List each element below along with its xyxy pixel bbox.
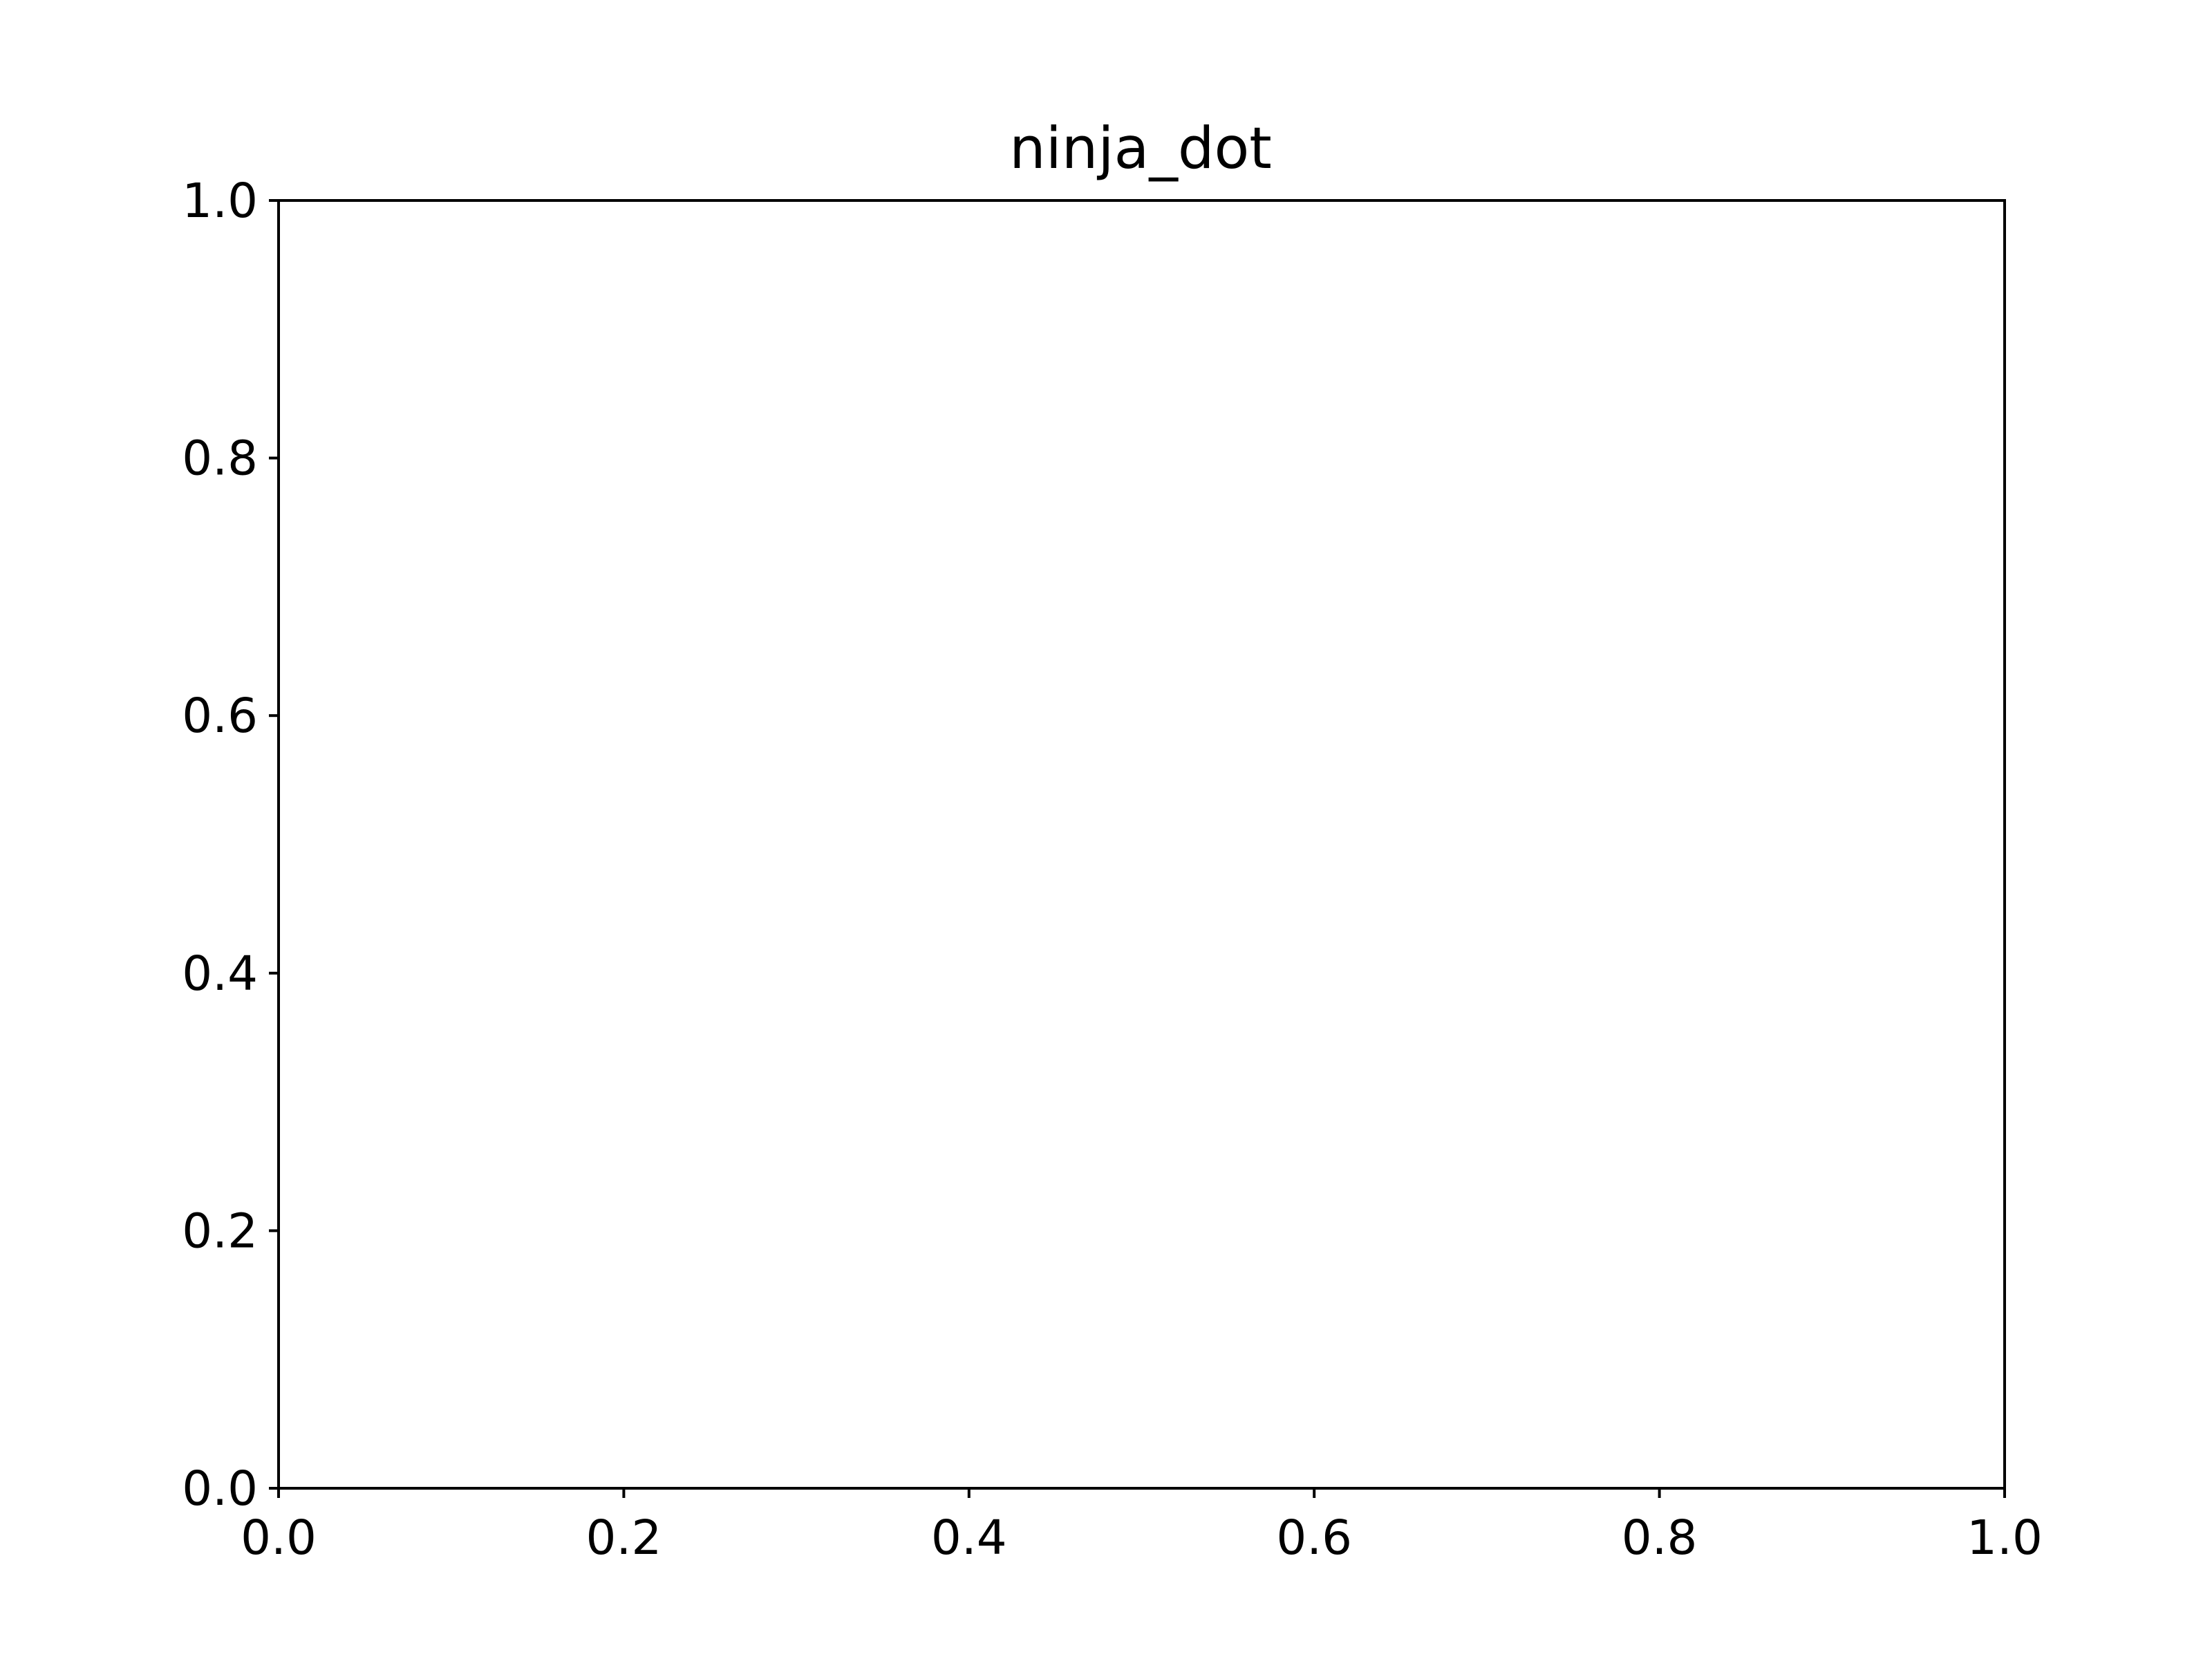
y-tick-label: 0.2 [182, 1203, 258, 1259]
y-tick-label: 0.6 [182, 688, 258, 744]
x-tick-label: 1.0 [1967, 1510, 2043, 1566]
x-tick-label: 0.6 [1276, 1510, 1352, 1566]
chart-title: ninja_dot [1009, 115, 1272, 182]
y-tick-label: 0.8 [182, 431, 258, 487]
plot-area [277, 199, 2006, 1490]
x-tick-label: 0.4 [931, 1510, 1007, 1566]
y-tick-label: 0.4 [182, 946, 258, 1002]
x-tick-label: 0.0 [241, 1510, 317, 1566]
x-axis: 0.0 0.2 0.4 0.6 0.8 1.0 [241, 1488, 2043, 1566]
x-tick-label: 0.8 [1622, 1510, 1698, 1566]
y-axis: 0.0 0.2 0.4 0.6 0.8 1.0 [182, 174, 279, 1517]
axes-frame [277, 199, 2006, 1490]
x-tick-label: 0.2 [586, 1510, 662, 1566]
y-tick-label: 0.0 [182, 1461, 258, 1517]
y-tick-label: 1.0 [182, 174, 258, 229]
